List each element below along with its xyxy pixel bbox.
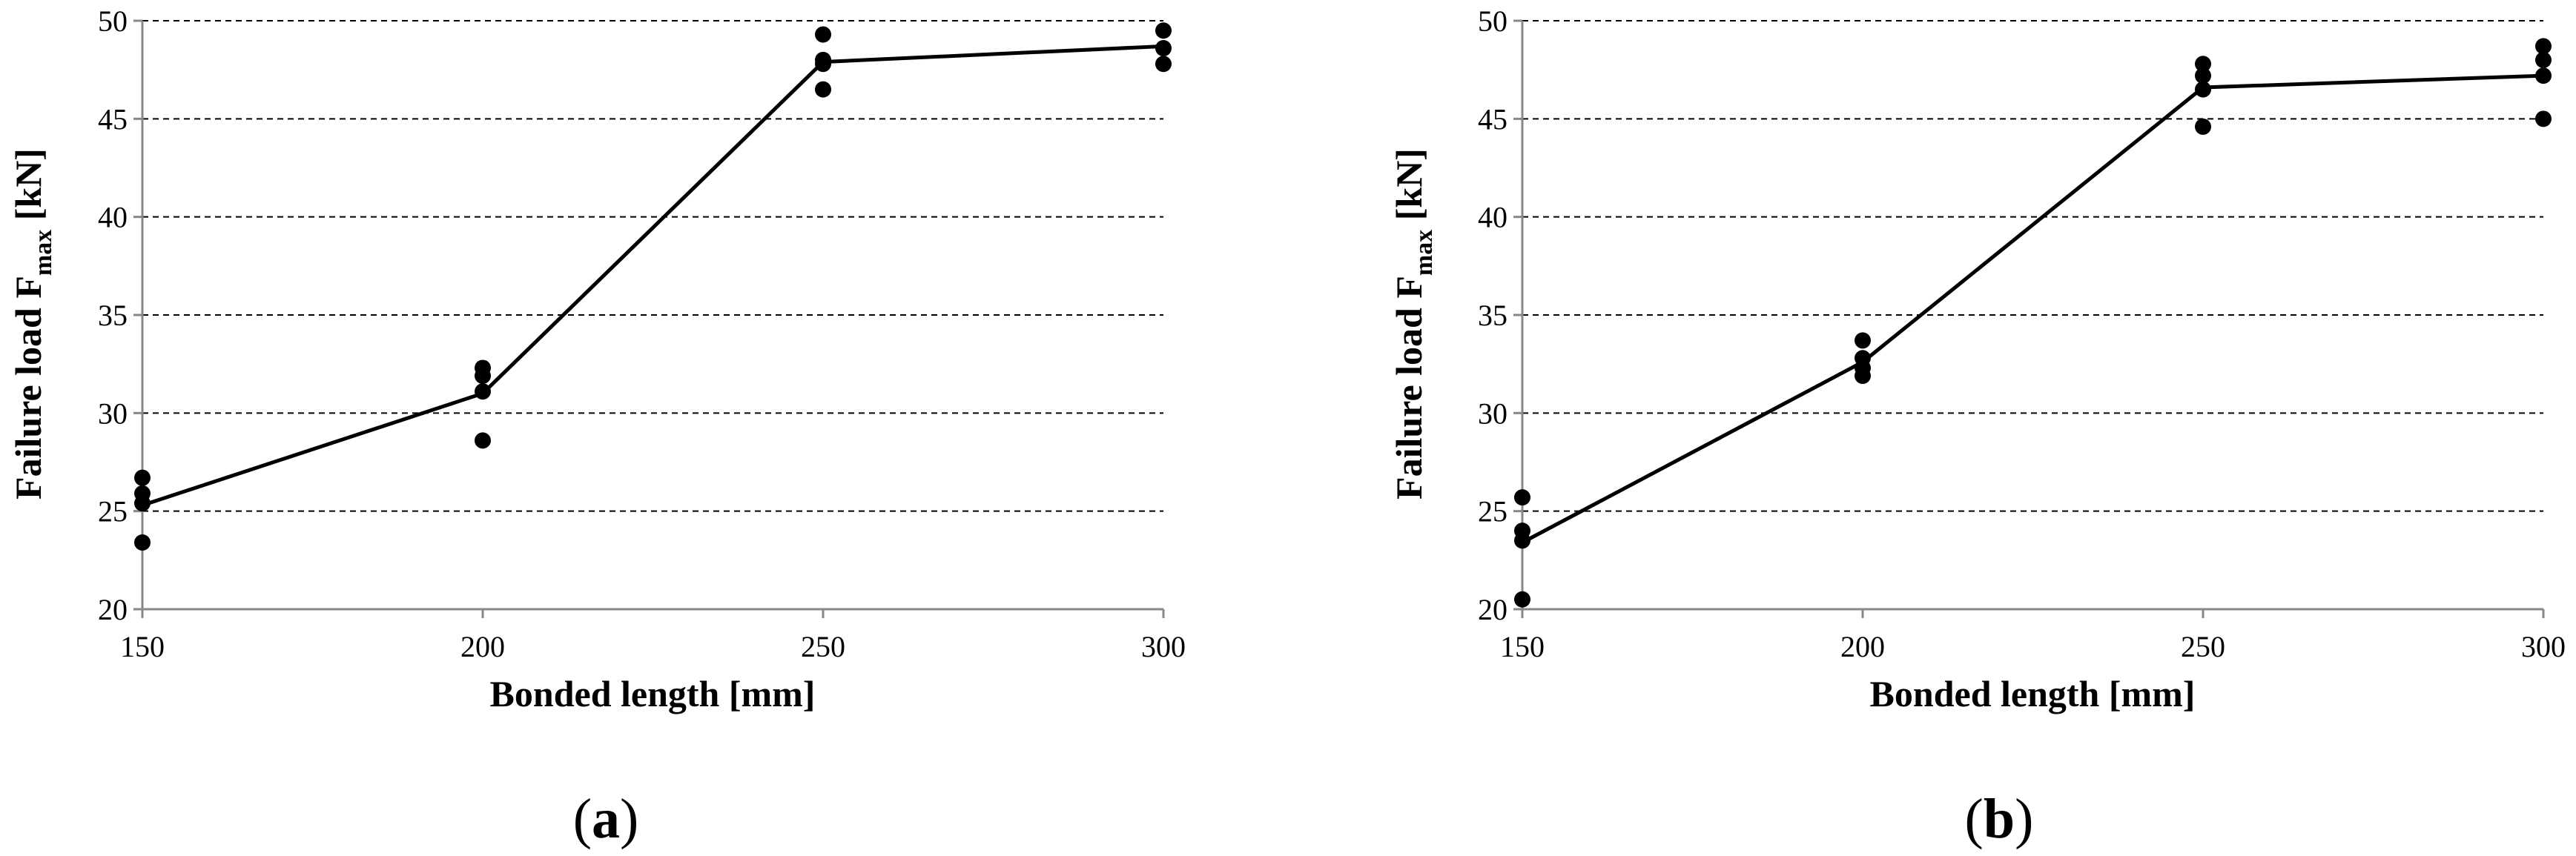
y-tick-label: 45 (98, 102, 128, 136)
y-axis-label: Failure load Fmax [kN] (7, 148, 57, 500)
y-tick-label: 20 (98, 593, 128, 626)
data-point (815, 56, 831, 73)
data-point (2195, 67, 2211, 84)
data-point (2535, 67, 2552, 84)
x-tick-label: 300 (2521, 630, 2566, 663)
data-point (1155, 22, 1172, 39)
y-tick-label: 50 (1478, 4, 1507, 38)
y-tick-label: 30 (98, 397, 128, 430)
y-tick-label: 50 (98, 4, 128, 38)
x-axis-label: Bonded length [mm] (490, 673, 816, 714)
panel-label: (b) (1965, 788, 2034, 850)
data-point (1514, 591, 1530, 608)
data-point (134, 495, 151, 512)
y-tick-label: 20 (1478, 593, 1507, 626)
data-point (2195, 81, 2211, 98)
data-point (2535, 110, 2552, 127)
data-point (1155, 56, 1172, 73)
data-point (2535, 51, 2552, 68)
data-point (1514, 532, 1530, 549)
y-tick-label: 25 (1478, 495, 1507, 528)
chart-panel-b: 20 25 30 35 40 45 50 150 200 250 300 Bonded length … (1388, 4, 2566, 850)
data-point (815, 81, 831, 98)
data-point (1855, 332, 1871, 349)
y-tick-label: 40 (1478, 201, 1507, 234)
data-point (815, 26, 831, 43)
data-point (2535, 38, 2552, 55)
data-point (134, 469, 151, 486)
y-axis-label: Failure load Fmax [kN] (1388, 148, 1438, 500)
data-point (2195, 118, 2211, 135)
y-tick-label: 25 (98, 495, 128, 528)
y-tick-label: 30 (1478, 397, 1507, 430)
x-axis-label: Bonded length [mm] (1870, 673, 2196, 714)
y-tick-label: 35 (98, 299, 128, 332)
x-tick-label: 150 (120, 630, 165, 663)
x-tick-label: 150 (1500, 630, 1545, 663)
data-point (2195, 56, 2211, 73)
x-tick-label: 250 (801, 630, 845, 663)
data-point (475, 432, 491, 449)
data-point (1155, 40, 1172, 57)
data-point (134, 534, 151, 551)
x-tick-label: 200 (460, 630, 505, 663)
x-tick-label: 250 (2181, 630, 2225, 663)
trend-line (142, 44, 1164, 508)
trend-line (1521, 73, 2544, 545)
data-point (475, 368, 491, 385)
y-tick-label: 35 (1478, 299, 1507, 332)
x-tick-label: 200 (1840, 630, 1885, 663)
data-point (475, 383, 491, 400)
data-point (1514, 489, 1530, 506)
y-tick-label: 40 (98, 201, 128, 234)
y-tick-label: 45 (1478, 102, 1507, 136)
data-point (1855, 368, 1871, 385)
x-tick-label: 300 (1141, 630, 1186, 663)
panel-label: (a) (573, 788, 639, 850)
chart-panel-a: 20 25 30 35 40 45 50 150 200 250 300 Bonded length … (7, 4, 1186, 850)
